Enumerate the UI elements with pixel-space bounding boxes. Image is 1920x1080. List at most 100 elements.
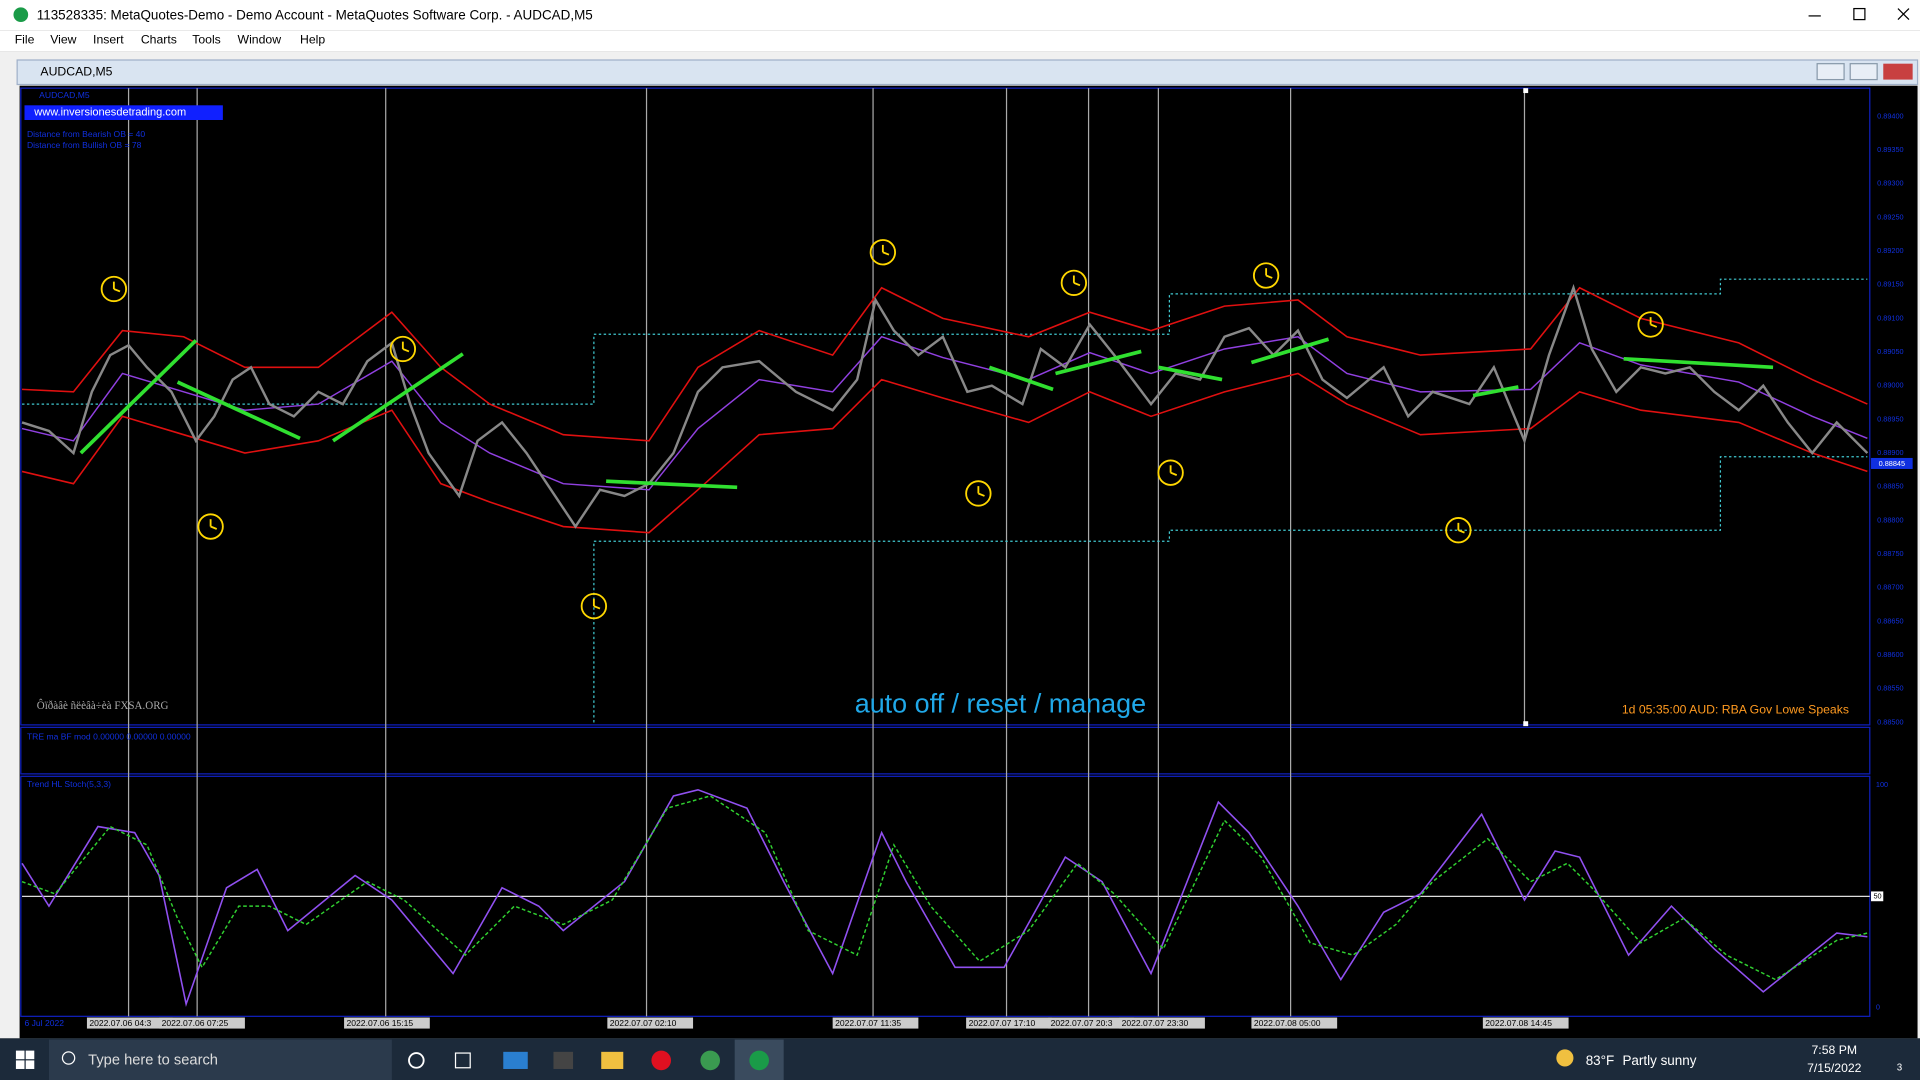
chart-area [19,85,1918,1039]
close-chart[interactable] [1883,63,1913,80]
temperature[interactable]: 83°F [1586,1053,1615,1068]
indicator-label: TRE ma BF mod 0.00000 0.00000 0.00000 [27,731,191,741]
price-label: 0.89250 [1877,212,1904,221]
order-block-levels [22,278,1868,723]
time-label: 2022.07.07 11:35 [835,1018,901,1028]
price-label: 0.89150 [1877,280,1904,289]
price-bars [21,283,1869,529]
menu-item[interactable]: Help [300,33,325,47]
time-label: 2022.07.06 15:15 [347,1018,414,1028]
clock-time[interactable]: 7:58 PM [1812,1043,1858,1057]
time-label-box [607,1017,694,1029]
time-label-box [1251,1017,1338,1029]
search-placeholder[interactable]: Type here to search [88,1052,218,1068]
price-label: 0.88500 [1877,717,1904,726]
watermark: Ôïðàâè ñëèâà÷èà FXSA.ORG [37,700,169,712]
search-icon [61,1051,76,1065]
news-event: 1d 05:35:00 AUD: RBA Gov Lowe Speaks [1622,702,1849,716]
time-label-box [1119,1017,1205,1029]
price-label: 0.88800 [1877,515,1904,524]
menu-item[interactable]: Insert [93,33,124,47]
price-label: 0.88650 [1877,616,1904,625]
price-label: 0.88750 [1877,549,1904,558]
stoch-main [21,788,1868,1008]
notification-count[interactable]: 3 [1897,1062,1903,1073]
price-label: 0.88950 [1877,414,1904,423]
price-label: 0.89400 [1877,111,1904,120]
price-label: 0.88600 [1877,650,1904,659]
osc-label: 100 [1876,780,1888,789]
weather-icon [1556,1049,1574,1067]
title-bar [0,0,1920,31]
time-label: 2022.07.07 20:3 [1051,1018,1113,1028]
time-label: 2022.07.07 17:10 [969,1018,1036,1028]
menu-item[interactable]: Charts [141,33,177,47]
menu-item[interactable]: View [50,33,76,47]
time-label-box [159,1017,245,1029]
clock-date[interactable]: 7/15/2022 [1807,1061,1862,1075]
menu-item[interactable]: Window [238,33,282,47]
weather[interactable]: Partly sunny [1622,1053,1696,1068]
stoch-signal [21,795,1868,981]
ea-button[interactable]: auto off / reset / manage [855,688,1146,718]
time-label: 6 Jul 2022 [24,1018,64,1028]
lower-band [21,372,1868,534]
indicator-label: Trend HL Stoch(5,3,3) [27,779,111,789]
price-label: 0.88700 [1877,583,1904,592]
menu-item[interactable]: File [15,33,35,47]
price-label: 0.89100 [1877,313,1904,322]
website[interactable]: www.inversionesdetrading.com [33,107,186,119]
time-label-box [86,1017,173,1029]
current-price-box [1871,457,1913,469]
price-label: 0.89350 [1877,145,1904,154]
app-icon [13,7,29,23]
price-label: 0.89200 [1877,246,1904,255]
minimize-chart[interactable] [1816,63,1845,81]
osc-label: 50 [1873,891,1881,900]
time-label-box [832,1017,919,1029]
trend-segments [79,337,1774,490]
website-badge[interactable] [24,105,223,120]
time-label: 2022.07.08 05:00 [1254,1018,1321,1028]
restore-chart[interactable] [1849,63,1878,81]
window-controls[interactable] [1808,7,1910,21]
middle-band [21,335,1868,491]
start-button[interactable] [15,1050,35,1069]
info-line: Distance from Bearish OB = 40 [27,129,145,139]
info-line: Distance from Bullish OB = 78 [27,140,142,150]
taskbar-apps[interactable] [408,1039,784,1080]
current-price: 0.88845 [1879,459,1906,468]
price-label: 0.88900 [1877,448,1904,457]
price-label: 0.89300 [1877,179,1904,188]
shift-marker [1523,88,1529,94]
window-title: 113528335: MetaQuotes-Demo - Demo Accoun… [37,7,593,22]
pane1-border [20,726,1871,775]
price-label: 0.88550 [1877,684,1904,693]
time-label-box [1048,1017,1134,1029]
menu-item[interactable]: Tools [192,33,221,47]
chart-tab-bar [16,59,1919,86]
upper-band [22,286,1868,442]
price-label: 0.88850 [1877,482,1904,491]
price-label: 0.89050 [1877,347,1904,356]
menu-bar [0,30,1920,52]
main-pane-border [20,87,1871,726]
time-label: 2022.07.06 04:3 [89,1018,151,1028]
price-label: 0.89000 [1877,381,1904,390]
search-box[interactable] [48,1039,392,1080]
level-box [1871,891,1884,902]
time-label-box [344,1017,430,1029]
osc-label: 0 [1876,1003,1880,1012]
time-label-box [966,1017,1052,1029]
time-label-box [1482,1017,1569,1029]
shift-marker [1523,721,1529,727]
chart-tab-title[interactable]: AUDCAD,M5 [40,64,112,78]
time-label: 2022.07.08 14:45 [1485,1018,1552,1028]
time-label: 2022.07.06 07:25 [162,1018,229,1028]
time-label: 2022.07.07 02:10 [610,1018,677,1028]
symbol-label: AUDCAD,M5 [39,90,90,100]
period-separators [127,88,1526,1017]
time-label: 2022.07.07 23:30 [1122,1018,1189,1028]
